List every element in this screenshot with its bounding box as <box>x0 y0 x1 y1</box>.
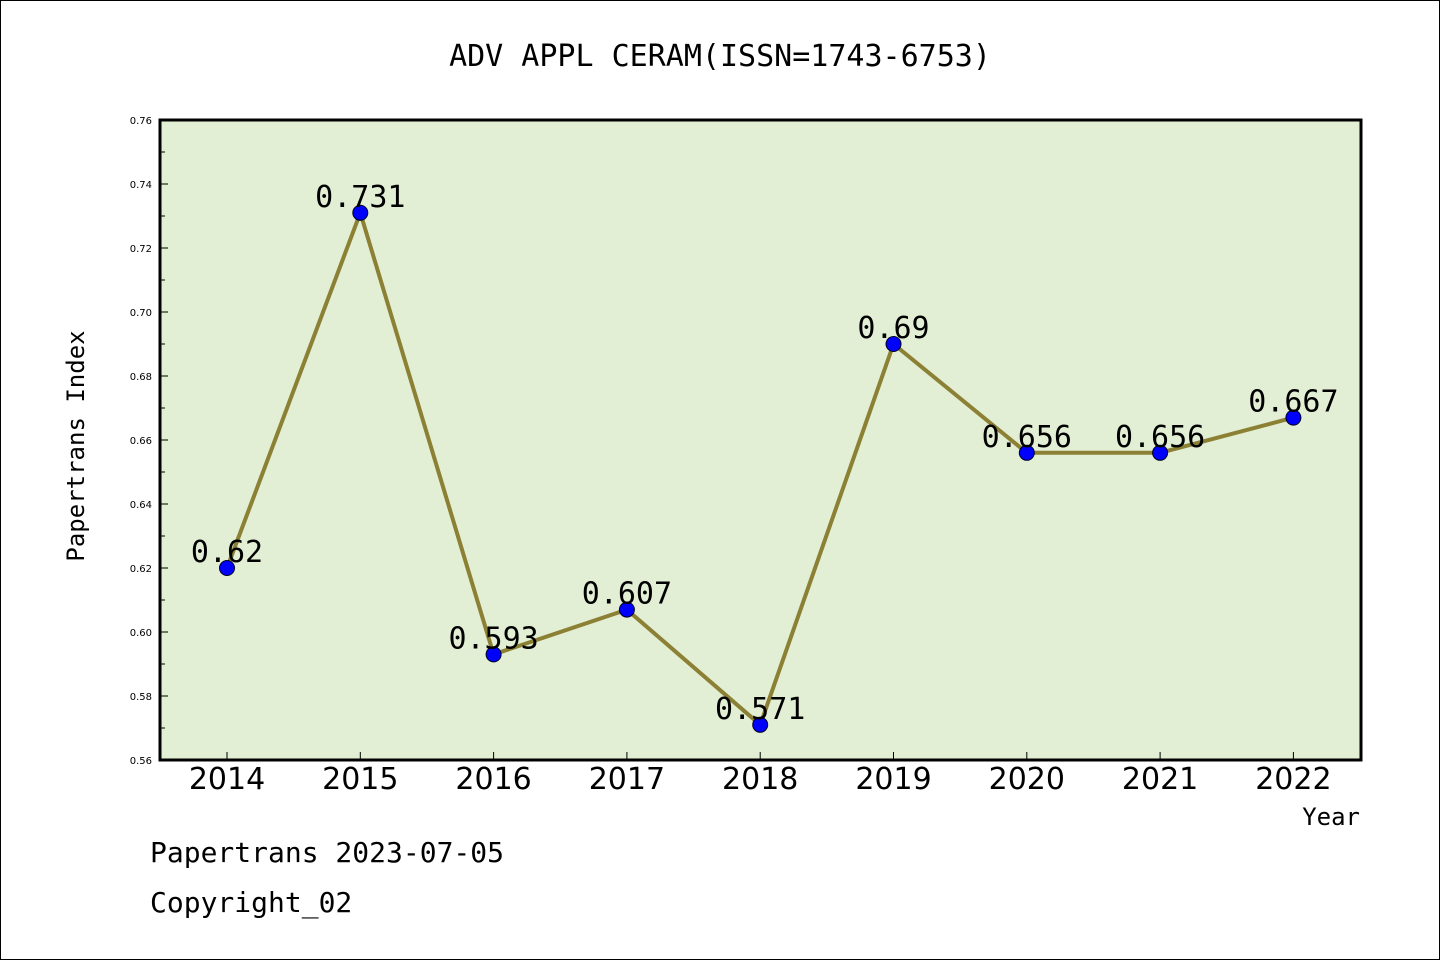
data-point <box>618 601 635 618</box>
y-tick-label: 0.64 <box>130 500 152 511</box>
plot-area <box>158 118 1363 762</box>
y-axis: 0.56 0.58 0.60 0.62 0.64 0.66 0.68 0.70 0.72 0.74… <box>130 116 168 767</box>
y-tick-label: 0.72 <box>130 244 152 255</box>
data-point <box>1152 444 1169 461</box>
x-tick-label: 2014 <box>189 762 265 797</box>
data-label: 0.607 <box>582 577 672 612</box>
footer-copyright: Copyright_02 <box>150 886 353 919</box>
y-tick-label: 0.66 <box>130 436 152 447</box>
x-tick-label: 2019 <box>855 762 931 797</box>
x-tick-label: 2017 <box>589 762 665 797</box>
footer-date: Papertrans 2023-07-05 <box>150 836 505 869</box>
data-point <box>885 336 902 352</box>
x-tick-label: 2021 <box>1122 762 1198 797</box>
data-point <box>1285 409 1302 426</box>
data-label: 0.571 <box>715 692 805 727</box>
y-tick-label: 0.76 <box>130 116 152 127</box>
y-tick-label: 0.58 <box>130 692 152 703</box>
data-label: 0.69 <box>857 311 929 346</box>
x-tick-label: 2020 <box>989 762 1065 797</box>
data-label: 0.667 <box>1248 385 1338 420</box>
data-point <box>352 204 369 221</box>
x-axis: 2014 2015 2016 2017 2018 2019 2020 2021 2022 <box>189 752 1332 797</box>
data-point <box>219 560 235 576</box>
x-tick-label: 2015 <box>322 762 398 797</box>
x-tick-label: 2018 <box>722 762 798 797</box>
x-tick-label: 2022 <box>1255 762 1331 797</box>
y-tick-label: 0.70 <box>130 308 152 319</box>
data-label: 0.656 <box>1115 420 1205 455</box>
y-tick-label: 0.60 <box>130 628 152 639</box>
chart-title: ADV APPL CERAM(ISSN=1743-6753) <box>449 39 991 74</box>
y-tick-label: 0.62 <box>130 564 152 575</box>
data-label: 0.656 <box>982 420 1072 455</box>
x-axis-label: Year <box>1302 803 1360 831</box>
y-tick-label: 0.74 <box>130 180 152 191</box>
data-point <box>1018 444 1035 461</box>
y-tick-label: 0.56 <box>130 756 152 767</box>
y-tick-label: 0.68 <box>130 372 152 383</box>
data-label: 0.593 <box>448 621 538 656</box>
data-label: 0.62 <box>191 535 263 570</box>
series-group: 0.62 0.731 0.593 0.607 0.571 0.69 0.656 0.656 0.… <box>191 180 1339 733</box>
data-point <box>752 716 769 733</box>
data-point <box>485 646 502 663</box>
x-tick-label: 2016 <box>455 762 531 797</box>
data-label: 0.731 <box>315 180 405 215</box>
y-axis-label: Papertrans Index <box>62 330 90 561</box>
